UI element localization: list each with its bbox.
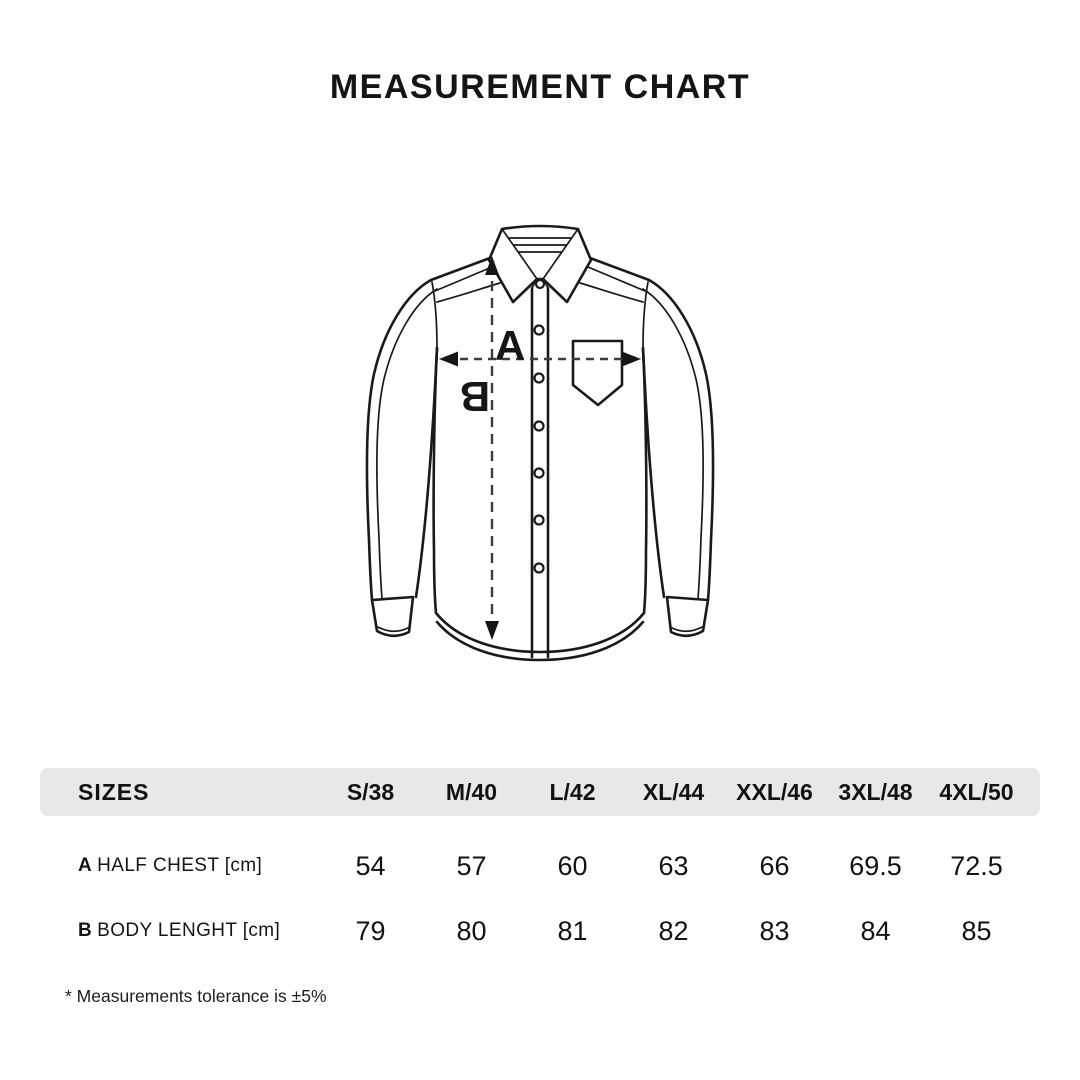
table-row-body-length: B BODY LENGHT [cm] 79 80 81 82 83 84 85 xyxy=(40,905,1040,957)
cuffs xyxy=(370,595,710,638)
page-title: MEASUREMENT CHART xyxy=(329,68,751,106)
size-table-header: SIZES S/38 M/40 L/42 XL/44 XXL/46 3XL/48… xyxy=(40,768,1040,816)
measure-b-label: B xyxy=(460,373,490,420)
header-size-xxl46: XXL/46 xyxy=(736,778,813,805)
placket xyxy=(530,286,550,659)
header-size-3xl48: 3XL/48 xyxy=(838,778,913,805)
value-cell: 63 xyxy=(658,850,689,881)
value-cell: 85 xyxy=(961,915,992,946)
collar xyxy=(487,224,593,304)
header-size-4xl50: 4XL/50 xyxy=(939,778,1014,805)
shirt-diagram: A B xyxy=(365,224,715,662)
header-size-xl44: XL/44 xyxy=(642,778,705,805)
collar-button xyxy=(534,278,546,290)
tolerance-footnote: * Measurements tolerance is ±5% xyxy=(65,986,327,1006)
value-cell: 57 xyxy=(456,850,487,881)
measure-key-b: B xyxy=(78,920,93,941)
header-size-s38: S/38 xyxy=(346,778,395,805)
row-label-half-chest: A HALF CHEST [cm] xyxy=(40,855,320,877)
value-cell: 66 xyxy=(759,850,790,881)
chest-pocket xyxy=(571,339,624,407)
buttons xyxy=(533,324,545,574)
header-sizes-label: SIZES xyxy=(78,778,150,805)
header-size-m40: M/40 xyxy=(445,778,498,805)
measure-a-label: A xyxy=(495,322,525,369)
value-cell: 82 xyxy=(658,915,689,946)
measure-name-half-chest: HALF CHEST [cm] xyxy=(97,855,263,876)
value-cell: 69.5 xyxy=(849,850,902,881)
value-cell: 79 xyxy=(355,915,386,946)
measure-arrow-a: A xyxy=(439,322,641,369)
measure-arrow-b: B xyxy=(460,256,499,640)
header-size-l42: L/42 xyxy=(549,778,596,805)
measure-key-a: A xyxy=(78,855,93,876)
value-cell: 72.5 xyxy=(950,850,1003,881)
row-label-body-length: B BODY LENGHT [cm] xyxy=(40,920,320,942)
value-cell: 83 xyxy=(759,915,790,946)
value-cell: 54 xyxy=(355,850,386,881)
value-cell: 84 xyxy=(860,915,891,946)
table-row-half-chest: A HALF CHEST [cm] 54 57 60 63 66 69.5 72.… xyxy=(40,840,1040,892)
value-cell: 80 xyxy=(456,915,487,946)
value-cell: 81 xyxy=(557,915,588,946)
value-cell: 60 xyxy=(557,850,588,881)
shirt-outline xyxy=(365,256,715,662)
measure-name-body-length: BODY LENGHT [cm] xyxy=(97,920,281,941)
